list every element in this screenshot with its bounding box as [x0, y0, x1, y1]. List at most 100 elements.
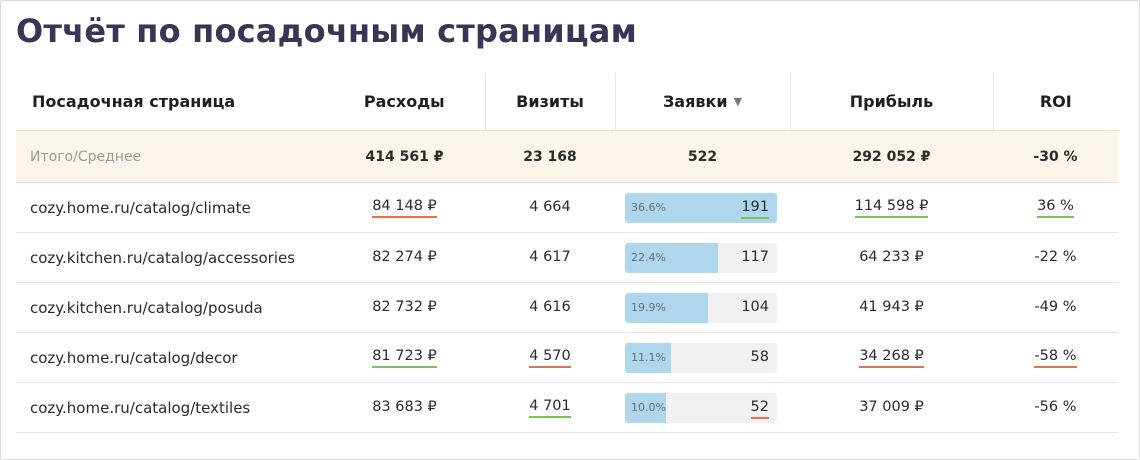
- leads-cell: 19.9% 104: [615, 282, 790, 333]
- visits-value: 4 701: [529, 398, 571, 418]
- cost-value: 83 683 ₽: [372, 398, 437, 415]
- visits-value: 4 616: [529, 298, 571, 315]
- profit-cell: 37 009 ₽: [790, 382, 993, 433]
- column-header-roi-label: ROI: [1039, 92, 1072, 111]
- profit-cell: 114 598 ₽: [790, 182, 993, 233]
- visits-cell: 4 616: [485, 282, 615, 333]
- profit-cell: 64 233 ₽: [790, 232, 993, 283]
- visits-cell: 4 664: [485, 182, 615, 233]
- cost-cell: 84 148 ₽: [324, 182, 485, 233]
- table-row[interactable]: cozy.home.ru/catalog/climate 84 148 ₽ 4 66…: [16, 182, 1118, 233]
- page-url-cell: cozy.kitchen.ru/catalog/accessories: [16, 232, 324, 283]
- visits-value: 4 664: [529, 198, 571, 215]
- cost-value: 82 274 ₽: [372, 248, 437, 265]
- leads-value: 58: [750, 348, 769, 365]
- visits-value: 4 617: [529, 248, 571, 265]
- visits-value: 4 570: [529, 348, 571, 368]
- page-url-link[interactable]: cozy.kitchen.ru/catalog/accessories: [30, 248, 296, 267]
- profit-value: 64 233 ₽: [859, 248, 924, 265]
- leads-share-bar: 22.4% 117: [625, 242, 777, 273]
- leads-share-percent: 19.9%: [631, 300, 666, 314]
- total-leads: 522: [615, 130, 790, 183]
- page-url-link[interactable]: cozy.home.ru/catalog/climate: [30, 198, 251, 217]
- column-header-page[interactable]: Посадочная страница: [16, 73, 324, 131]
- total-roi: -30 %: [993, 130, 1118, 183]
- cost-cell: 82 274 ₽: [324, 232, 485, 283]
- profit-value: 34 268 ₽: [859, 348, 924, 368]
- profit-value: 114 598 ₽: [854, 198, 929, 218]
- column-header-profit[interactable]: Прибыль: [790, 73, 994, 131]
- leads-share-bar: 19.9% 104: [625, 292, 777, 323]
- table-header-row: Посадочная страница Расходы Визиты Заявк…: [16, 73, 1118, 131]
- roi-cell: -22 %: [993, 232, 1118, 283]
- page-url-cell: cozy.home.ru/catalog/decor: [16, 332, 324, 383]
- leads-share-percent: 11.1%: [631, 350, 666, 364]
- roi-value: -56 %: [1034, 398, 1077, 415]
- page-url-cell: cozy.home.ru/catalog/climate: [16, 182, 324, 233]
- cost-value: 81 723 ₽: [372, 348, 437, 368]
- leads-share-percent: 22.4%: [631, 250, 666, 264]
- column-header-cost[interactable]: Расходы: [324, 73, 486, 131]
- roi-value: 36 %: [1037, 198, 1074, 218]
- visits-cell: 4 617: [485, 232, 615, 283]
- leads-cell: 36.6% 191: [615, 182, 790, 233]
- table-row[interactable]: cozy.home.ru/catalog/decor 81 723 ₽ 4 570 1…: [16, 332, 1118, 383]
- page-url-link[interactable]: cozy.home.ru/catalog/textiles: [30, 398, 251, 417]
- leads-share-bar: 10.0% 52: [625, 392, 777, 423]
- leads-share-bar-fill: [625, 292, 708, 323]
- leads-cell: 11.1% 58: [615, 332, 790, 383]
- landing-pages-table: Посадочная страница Расходы Визиты Заявк…: [16, 73, 1118, 433]
- leads-share-percent: 36.6%: [631, 200, 666, 214]
- leads-value: 52: [750, 399, 769, 419]
- leads-share-bar-fill: [625, 242, 718, 273]
- cost-cell: 81 723 ₽: [324, 332, 485, 383]
- roi-value: -58 %: [1034, 348, 1077, 368]
- total-row: Итого/Среднее 414 561 ₽ 23 168 522 292 0…: [16, 130, 1118, 183]
- roi-cell: -49 %: [993, 282, 1118, 333]
- cost-cell: 82 732 ₽: [324, 282, 485, 333]
- table-row[interactable]: cozy.kitchen.ru/catalog/posuda 82 732 ₽ 4 …: [16, 282, 1118, 333]
- table-row[interactable]: cozy.home.ru/catalog/textiles 83 683 ₽ 4 7…: [16, 382, 1118, 433]
- total-profit: 292 052 ₽: [790, 130, 993, 183]
- visits-cell: 4 701: [485, 382, 615, 433]
- page-url-cell: cozy.home.ru/catalog/textiles: [16, 382, 324, 433]
- column-header-cost-label: Расходы: [363, 92, 445, 111]
- profit-value: 37 009 ₽: [859, 398, 924, 415]
- profit-value: 41 943 ₽: [859, 298, 924, 315]
- leads-share-bar: 11.1% 58: [625, 342, 777, 373]
- page-url-link[interactable]: cozy.home.ru/catalog/decor: [30, 348, 238, 367]
- visits-cell: 4 570: [485, 332, 615, 383]
- column-header-leads-label: Заявки: [662, 92, 728, 111]
- page-url-link[interactable]: cozy.kitchen.ru/catalog/posuda: [30, 298, 263, 317]
- column-header-visits[interactable]: Визиты: [485, 73, 616, 131]
- roi-cell: -58 %: [993, 332, 1118, 383]
- page-url-cell: cozy.kitchen.ru/catalog/posuda: [16, 282, 324, 333]
- total-visits: 23 168: [485, 130, 615, 183]
- leads-cell: 22.4% 117: [615, 232, 790, 283]
- cost-cell: 83 683 ₽: [324, 382, 485, 433]
- leads-share-bar-fill: [625, 342, 672, 373]
- leads-share-bar: 36.6% 191: [625, 192, 777, 223]
- leads-share-percent: 10.0%: [631, 400, 666, 414]
- profit-cell: 34 268 ₽: [790, 332, 993, 383]
- leads-value: 191: [741, 199, 769, 219]
- leads-value: 104: [741, 298, 769, 315]
- column-header-leads[interactable]: Заявки ▼: [615, 73, 791, 131]
- roi-cell: 36 %: [993, 182, 1118, 233]
- column-header-profit-label: Прибыль: [849, 92, 934, 111]
- profit-cell: 41 943 ₽: [790, 282, 993, 333]
- sort-desc-icon[interactable]: ▼: [733, 95, 743, 108]
- roi-value: -22 %: [1034, 248, 1077, 265]
- leads-share-bar-fill: [625, 392, 667, 423]
- table-row[interactable]: cozy.kitchen.ru/catalog/accessories 82 27…: [16, 232, 1118, 283]
- column-header-visits-label: Визиты: [516, 92, 584, 111]
- leads-value: 117: [741, 248, 769, 265]
- roi-value: -49 %: [1034, 298, 1077, 315]
- page-title: Отчёт по посадочным страницам: [16, 12, 637, 50]
- column-header-roi[interactable]: ROI: [993, 73, 1118, 131]
- cost-value: 82 732 ₽: [372, 298, 437, 315]
- column-header-page-label: Посадочная страница: [32, 92, 236, 111]
- cost-value: 84 148 ₽: [372, 198, 437, 218]
- leads-cell: 10.0% 52: [615, 382, 790, 433]
- total-label: Итого/Среднее: [16, 130, 324, 183]
